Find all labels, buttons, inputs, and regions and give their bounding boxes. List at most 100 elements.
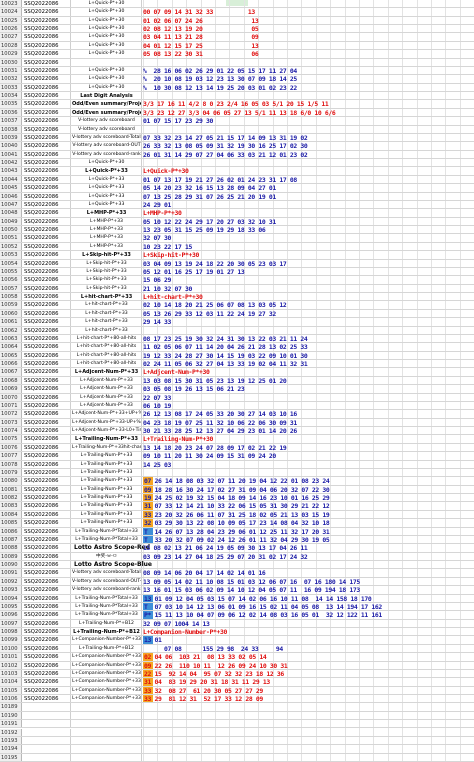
draw-code-cell[interactable]: SSQ2022086	[23, 653, 71, 661]
method-label-cell[interactable]: L+Quick-P*+30	[72, 75, 142, 83]
method-label-cell[interactable]: V-lottery adv scoreboard-OUT	[72, 142, 142, 150]
sheet-row[interactable]: 10033 SSQ2022086 L+Quick-P*+30% 10 30 08 1…	[0, 83, 474, 93]
row-number[interactable]: 10096	[0, 611, 22, 619]
method-label-cell[interactable]: L+Quick-P*+33	[72, 167, 142, 175]
sheet-row[interactable]: 10037 SSQ2022086 V-lottery adv scoreboard 0…	[0, 117, 474, 126]
sheet-row[interactable]: 10099 SSQ2022086 L+Companion-Number-P*+33 1…	[0, 636, 474, 645]
draw-code-cell[interactable]: SSQ2022086	[23, 510, 71, 519]
draw-code-cell[interactable]: SSQ2022086	[23, 192, 71, 200]
number-cells[interactable]: 32 09 07 1004 14 13	[143, 619, 210, 627]
row-number[interactable]: 10104	[0, 678, 22, 686]
number-cells[interactable]: 02 04 06 103 21 08 13 33 02 05 14	[144, 653, 267, 661]
row-number[interactable]: 10090	[0, 561, 22, 569]
draw-code-cell[interactable]: SSQ2022086	[23, 695, 71, 703]
row-number[interactable]: 10087	[0, 535, 22, 544]
draw-code-cell[interactable]: SSQ2022086	[23, 234, 71, 242]
number-cells[interactable]: 32 03 29 30 13 22 08 10 09 05 17 23 14 0…	[144, 519, 330, 527]
number-cells[interactable]	[143, 737, 474, 744]
sheet-row[interactable]: 10084 SSQ2022086 L+Trailing-Num-P*+33 33 23…	[0, 510, 474, 520]
draw-code-cell[interactable]: SSQ2022086	[23, 125, 71, 133]
number-cells[interactable]: 00 07 09 14 31 32 33 13	[143, 8, 255, 16]
number-cells[interactable]: 26 33 32 13 08 05 09 31 32 19 30 16 25 1…	[143, 142, 308, 150]
number-cells[interactable]: 21 10 32 07 30	[143, 284, 192, 293]
draw-code-cell[interactable]: SSQ2022086	[23, 267, 71, 276]
row-number[interactable]: 10039	[0, 133, 22, 142]
number-cells[interactable]: 06 10 19	[143, 401, 171, 410]
row-number[interactable]: 10192	[0, 728, 22, 736]
sheet-row[interactable]: 10061 SSQ2022086 L+hit-chart-P*+33 29 14 33	[0, 318, 474, 327]
method-label-cell[interactable]: L+hit-chart-P*+80-all-hits	[72, 360, 142, 368]
draw-code-cell[interactable]: SSQ2022086	[23, 50, 71, 58]
row-number[interactable]: 10066	[0, 360, 22, 368]
sheet-row[interactable]: 10026 SSQ2022086 L+Quick-P*+30 02 08 12 13 …	[0, 25, 474, 34]
method-label-cell[interactable]: L+Adjcent-Num-P*+33-UP+%	[72, 418, 142, 427]
sheet-row[interactable]: 10102 SSQ2022086 L+Companion-Number-P*+33 0…	[0, 661, 474, 670]
sheet-row[interactable]: 10079 SSQ2022086 L+Trailing-Num-P*+33	[0, 468, 474, 478]
draw-code-cell[interactable]: SSQ2022086	[23, 33, 71, 41]
draw-code-cell[interactable]: SSQ2022086	[23, 561, 71, 569]
row-number[interactable]: 10085	[0, 519, 22, 527]
sheet-row[interactable]: 10086 SSQ2022086 L+Trailing-Num-P*Total+33…	[0, 527, 474, 536]
method-label-cell[interactable]: L+Quick-P*+30	[72, 33, 142, 41]
sheet-row[interactable]: 10065 SSQ2022086 L+hit-chart-P*+80-all-hit…	[0, 351, 474, 361]
method-label-cell[interactable]: V-lottery adv scoreboard-rank-blue	[72, 586, 142, 594]
draw-code-cell[interactable]: SSQ2022086	[23, 117, 71, 125]
method-label-cell[interactable]: L+Quick-P*+30	[72, 0, 142, 8]
sheet-row[interactable]: 10097 SSQ2022086 L+Trailing-Num-P*+B12 32 0…	[0, 619, 474, 628]
number-cells[interactable]: 05 10 12 22 24 29 17 20 27 03 32 10 31	[143, 217, 276, 226]
draw-code-cell[interactable]: SSQ2022086	[23, 577, 71, 586]
number-cells[interactable]: 13 01 09 12 04 05 03 15 07 14 02 06 16 1…	[144, 594, 372, 602]
sheet-row[interactable]: 10032 SSQ2022086 L+Quick-P*+30% 20 10 08 1…	[0, 75, 474, 84]
row-number[interactable]: 10059	[0, 301, 22, 309]
method-label-cell[interactable]: L+Quick-P*+30	[72, 66, 142, 75]
method-label-cell[interactable]: V-lottery adv scoreboard	[72, 125, 142, 133]
method-label-cell[interactable]: L+hit-chart-P*+33	[72, 293, 142, 301]
number-cells[interactable]	[143, 159, 474, 166]
method-label-cell[interactable]: L+MHP-P*+33	[72, 242, 142, 251]
row-number[interactable]: 10028	[0, 41, 22, 50]
number-cells[interactable]	[143, 59, 474, 66]
number-cells[interactable]: 30 21 33 28 25 12 13 27 04 29 23 01 14 2…	[143, 427, 297, 435]
sheet-row[interactable]: 10028 SSQ2022086 L+Quick-P*+30 04 01 12 15 …	[0, 41, 474, 51]
sheet-row[interactable]: 10081 SSQ2022086 L+Trailing-Num-P*+33 09 18…	[0, 485, 474, 495]
method-label-cell[interactable]	[72, 720, 142, 728]
method-label-cell[interactable]: L+Trailing-Num-P*+33	[72, 468, 142, 477]
sheet-row[interactable]: 10029 SSQ2022086 L+Quick-P*+30 05 08 13 22 …	[0, 50, 474, 59]
number-cells[interactable]: 01 07 13 17 19 21 27 26 02 01 24 23 31 1…	[143, 175, 297, 184]
draw-code-cell[interactable]: SSQ2022086	[23, 293, 71, 301]
draw-code-cell[interactable]: SSQ2022086	[23, 41, 71, 50]
method-label-cell[interactable]: L+Skip-hit-P*+33	[72, 267, 142, 276]
row-number[interactable]: 10106	[0, 695, 22, 703]
draw-code-cell[interactable]: SSQ2022086	[23, 569, 71, 577]
draw-code-cell[interactable]: SSQ2022086	[23, 343, 71, 351]
method-label-cell[interactable]: L+Trailing-Num-P*+33hit-charts	[72, 443, 142, 452]
draw-code-cell[interactable]: SSQ2022086	[23, 460, 71, 468]
number-cells[interactable]: 33 29 81 12 31 52 17 33 12 28 09	[144, 695, 263, 703]
row-number[interactable]: 10050	[0, 226, 22, 234]
sheet-row[interactable]: 10060 SSQ2022086 L+hit-chart-P*+33 05 13 26…	[0, 309, 474, 319]
method-label-cell[interactable]: L+hit-chart-P*+80-all-hits	[72, 351, 142, 360]
sheet-row[interactable]: 10062 SSQ2022086 L+hit-chart-P*+33	[0, 326, 474, 335]
sheet-row[interactable]: 10056 SSQ2022086 L+Skip-hit-P*+33 15 06 29	[0, 276, 474, 285]
method-label-cell[interactable]: L+Adjcent-Num-P*+33	[72, 401, 142, 410]
number-cells[interactable]: 09 18 28 16 30 24 17 02 27 31 09 04 06 2…	[144, 485, 330, 494]
sheet-row[interactable]: 10192	[0, 728, 474, 737]
row-number[interactable]: 10024	[0, 8, 22, 16]
draw-code-cell[interactable]: SSQ2022086	[23, 276, 71, 284]
sheet-row[interactable]: 10076 SSQ2022086 L+Trailing-Num-P*+33hit-c…	[0, 443, 474, 453]
method-label-cell[interactable]: L+Companion-Number-P*+33	[72, 636, 142, 644]
draw-code-cell[interactable]: SSQ2022086	[23, 519, 71, 527]
method-label-cell[interactable]: L+Trailing-Num-P*+33	[72, 435, 142, 443]
draw-code-cell[interactable]: SSQ2022086	[23, 594, 71, 602]
draw-code-cell[interactable]: SSQ2022086	[23, 368, 71, 376]
sheet-row[interactable]: 10104 SSQ2022086 L+Companion-Number-P*+33 3…	[0, 678, 474, 687]
method-label-cell[interactable]: L+hit-chart-P*+33	[72, 318, 142, 326]
method-label-cell[interactable]: L+Skip-hit-P*+33	[72, 276, 142, 284]
row-number[interactable]: 10052	[0, 242, 22, 251]
draw-code-cell[interactable]: SSQ2022086	[23, 226, 71, 234]
number-cells[interactable]	[143, 729, 474, 736]
draw-code-cell[interactable]	[23, 745, 71, 753]
row-number[interactable]: 10193	[0, 736, 22, 745]
row-number[interactable]: 10077	[0, 452, 22, 460]
number-cells[interactable]: 05 08 13 22 30 31 06	[143, 50, 259, 58]
